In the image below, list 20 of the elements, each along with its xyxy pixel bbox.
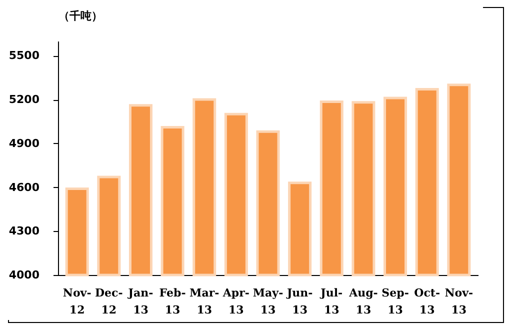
y-tick-label: 4300 bbox=[8, 224, 40, 238]
x-tick-label: Dec-12 bbox=[95, 286, 123, 316]
y-tick-label: 4900 bbox=[8, 136, 40, 150]
y-tick-label: 4600 bbox=[8, 180, 40, 194]
y-axis-title: （千吨） bbox=[58, 10, 102, 22]
y-tick-label: 5500 bbox=[8, 49, 40, 62]
x-tick-label: Jan-13 bbox=[127, 286, 154, 316]
x-tick-label: Sep-13 bbox=[382, 286, 409, 316]
x-tick-label: Apr-13 bbox=[222, 286, 250, 316]
x-tick-label: Jul-13 bbox=[320, 286, 343, 316]
x-tick-label: Nov-13 bbox=[444, 286, 474, 316]
x-tick-label: Oct-13 bbox=[414, 286, 440, 316]
x-tick-label: Mar-13 bbox=[190, 286, 220, 316]
y-tick-label: 4000 bbox=[8, 268, 40, 282]
x-tick-label: Feb-13 bbox=[159, 286, 186, 316]
x-tick-label: Nov-12 bbox=[62, 286, 92, 316]
x-tick-label: Jun-13 bbox=[286, 286, 313, 316]
x-tick-label: May-13 bbox=[252, 286, 284, 316]
y-tick-label: 5200 bbox=[8, 93, 40, 106]
x-tick-label: Aug-13 bbox=[348, 286, 378, 316]
